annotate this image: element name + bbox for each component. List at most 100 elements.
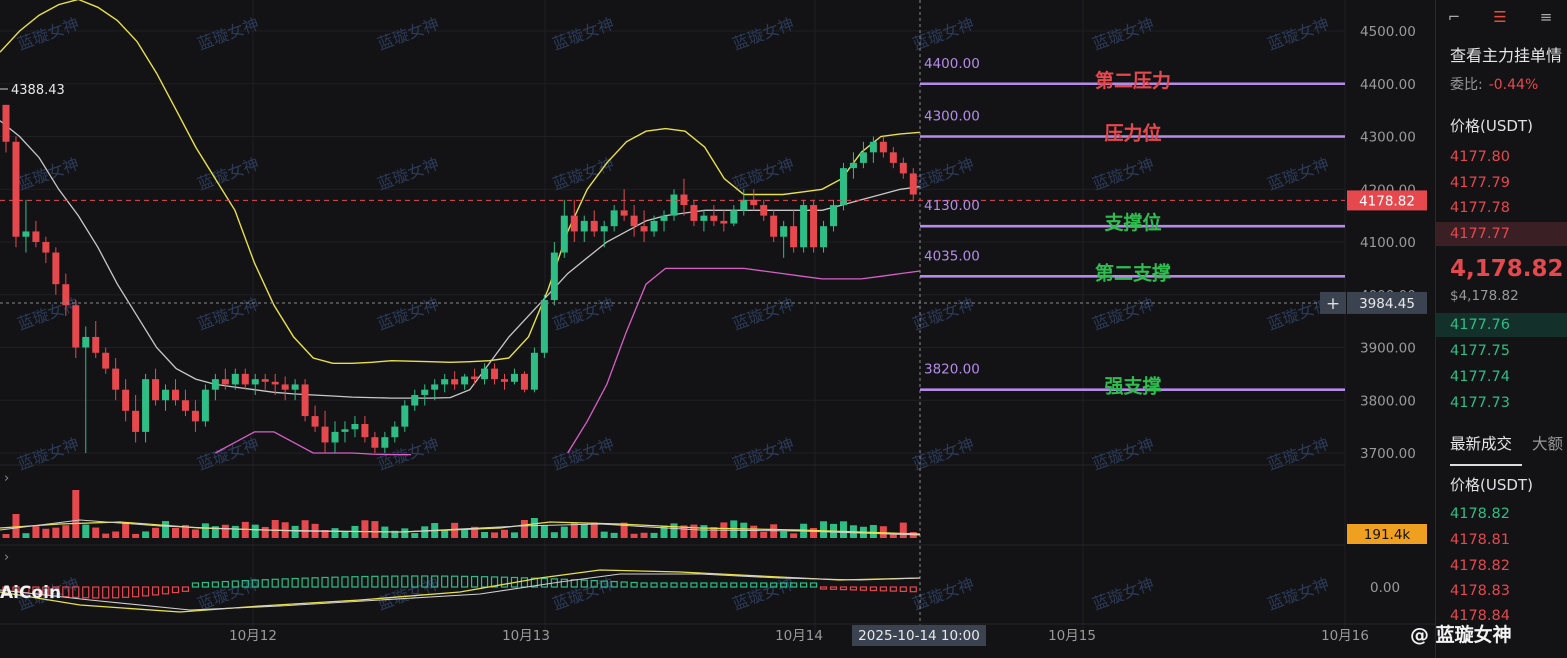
layout-icon[interactable]: ⌐ <box>1447 8 1461 26</box>
bid-row[interactable]: 4177.73 <box>1450 395 1510 411</box>
panel-title[interactable]: 查看主力挂单情 <box>1450 46 1563 65</box>
macd-bar <box>261 579 269 588</box>
macd-bar <box>760 582 768 588</box>
candle-body <box>520 373 528 390</box>
candle-body <box>431 384 439 390</box>
macd-bar <box>421 575 429 588</box>
candle-body <box>451 379 459 385</box>
orderbook-icon[interactable]: ☰ <box>1493 8 1507 26</box>
volume-bar <box>401 528 409 538</box>
orderbook-panel: ⌐ ☰ ≡ 查看主力挂单情 委比: -0.44% 价格(USDT) 4177.80… <box>1435 0 1567 658</box>
level-name-label: 第二支撑 <box>1095 261 1171 284</box>
candle-body <box>859 152 867 163</box>
macd-bar <box>780 582 788 588</box>
volume-bar <box>580 524 588 538</box>
volume-bar <box>112 531 120 538</box>
volume-bar <box>839 521 847 538</box>
candle-body <box>301 384 309 417</box>
volume-bar <box>32 526 40 538</box>
macd-bar <box>500 576 509 588</box>
candle-body <box>92 336 100 353</box>
tab-big-trades[interactable]: 大额 <box>1532 435 1564 453</box>
y-tick-label: 3900.00 <box>1360 341 1416 357</box>
candle-body <box>261 379 269 382</box>
volume-bar <box>550 532 558 538</box>
x-tick-label: 10月15 <box>1048 628 1096 644</box>
bid-row[interactable]: 4177.74 <box>1450 369 1510 385</box>
volume-tag: 191.4k <box>1364 527 1411 543</box>
macd-bar <box>879 586 887 592</box>
candle-body <box>879 141 887 153</box>
macd-bar <box>859 586 868 591</box>
list-icon[interactable]: ≡ <box>1539 8 1553 26</box>
x-tick-label: 10月14 <box>775 628 823 644</box>
candle-body <box>830 205 838 227</box>
macd-bar <box>451 575 459 588</box>
macd-bar <box>770 582 778 588</box>
macd-bar <box>590 580 598 588</box>
macd-bar <box>869 586 877 592</box>
candle-body <box>22 231 30 237</box>
candle-body <box>361 423 369 438</box>
volume-bar <box>122 522 130 538</box>
trade-row: 4178.82 <box>1450 558 1510 574</box>
candle-body <box>810 205 818 248</box>
macd-bar <box>351 576 359 588</box>
volume-bar <box>72 490 80 538</box>
price-header: 价格(USDT) <box>1450 117 1533 135</box>
volume-bar <box>810 527 818 538</box>
ask-row[interactable]: 4177.80 <box>1450 149 1510 165</box>
candle-body <box>291 384 299 390</box>
y-tick-label: 3700.00 <box>1360 446 1416 462</box>
candle-body <box>281 384 289 390</box>
bid-row[interactable]: 4177.76 <box>1450 317 1510 333</box>
candle-body <box>351 423 359 430</box>
volume-bar <box>869 525 877 538</box>
bid-row[interactable]: 4177.75 <box>1450 343 1510 359</box>
tab-latest-trades[interactable]: 最新成交 <box>1450 435 1513 453</box>
volume-bar <box>510 532 518 538</box>
candle-body <box>620 210 628 216</box>
macd-bar <box>490 576 499 588</box>
candle-body <box>82 336 90 348</box>
volume-bar <box>690 524 698 538</box>
macd-bar <box>839 586 848 591</box>
volume-bar <box>620 522 628 538</box>
candle-body <box>780 226 788 237</box>
macd-bar <box>191 582 200 588</box>
volume-bar <box>700 525 708 538</box>
macd-bar <box>540 577 548 588</box>
candle-body <box>640 226 648 232</box>
volume-bar <box>231 525 239 538</box>
author-signature: @ 蓝璇女神 <box>1410 624 1512 646</box>
candle-body <box>52 252 60 285</box>
macd-bar <box>381 575 389 588</box>
candle-body <box>510 373 518 382</box>
candle-body <box>540 300 548 353</box>
candle-body <box>869 141 877 153</box>
volume-bar <box>610 532 618 538</box>
volume-bar <box>271 520 279 538</box>
last-price: 4,178.82 <box>1450 256 1564 282</box>
ask-row[interactable]: 4177.78 <box>1450 200 1510 216</box>
volume-bar <box>461 530 469 538</box>
candle-body <box>251 379 259 385</box>
candle-body <box>2 104 10 142</box>
ask-row[interactable]: 4177.79 <box>1450 175 1510 191</box>
macd-bar <box>361 575 369 588</box>
macd-bar <box>610 580 618 588</box>
volume-ma2-line <box>0 519 921 536</box>
crosshair-time-label: 2025-10-14 10:00 <box>858 628 980 644</box>
macd-bar <box>560 578 568 588</box>
candle-body <box>171 389 179 401</box>
candle-body <box>710 215 718 221</box>
macd-bar <box>650 582 658 588</box>
volume-bar <box>42 528 50 538</box>
macd-bar <box>102 586 110 599</box>
macd-bar <box>660 582 668 588</box>
ask-row[interactable]: 4177.77 <box>1450 226 1510 242</box>
candle-body <box>909 173 917 195</box>
volume-tag-bg <box>1347 524 1427 544</box>
level-price-label: 4300.00 <box>924 109 980 125</box>
